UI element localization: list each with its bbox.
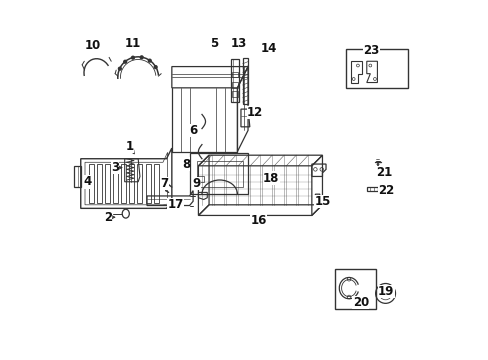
Text: 20: 20 (352, 296, 368, 309)
Text: 3: 3 (111, 161, 119, 174)
Circle shape (154, 66, 157, 68)
Text: 8: 8 (182, 158, 190, 171)
Text: 18: 18 (263, 172, 279, 185)
Text: 4: 4 (83, 175, 92, 188)
Text: 15: 15 (314, 195, 330, 208)
Text: 11: 11 (124, 37, 141, 50)
Text: 23: 23 (363, 44, 379, 57)
Text: 2: 2 (104, 211, 112, 224)
Circle shape (123, 60, 126, 63)
Text: 19: 19 (377, 285, 394, 298)
Text: 1: 1 (125, 140, 133, 153)
Text: 14: 14 (261, 42, 277, 55)
Bar (334, 269, 375, 309)
Text: 6: 6 (188, 124, 197, 137)
Text: 16: 16 (250, 214, 266, 227)
Circle shape (140, 56, 143, 59)
Bar (345, 49, 407, 88)
Text: 13: 13 (231, 37, 247, 50)
Text: 17: 17 (167, 198, 183, 211)
Circle shape (131, 56, 134, 59)
Text: 9: 9 (192, 177, 201, 190)
Text: 21: 21 (376, 166, 392, 179)
Text: 12: 12 (246, 106, 263, 119)
Text: 5: 5 (210, 37, 218, 50)
Text: 22: 22 (377, 184, 394, 197)
Circle shape (148, 59, 151, 62)
Text: 10: 10 (84, 39, 101, 52)
Text: 7: 7 (161, 177, 168, 190)
Circle shape (118, 67, 121, 70)
